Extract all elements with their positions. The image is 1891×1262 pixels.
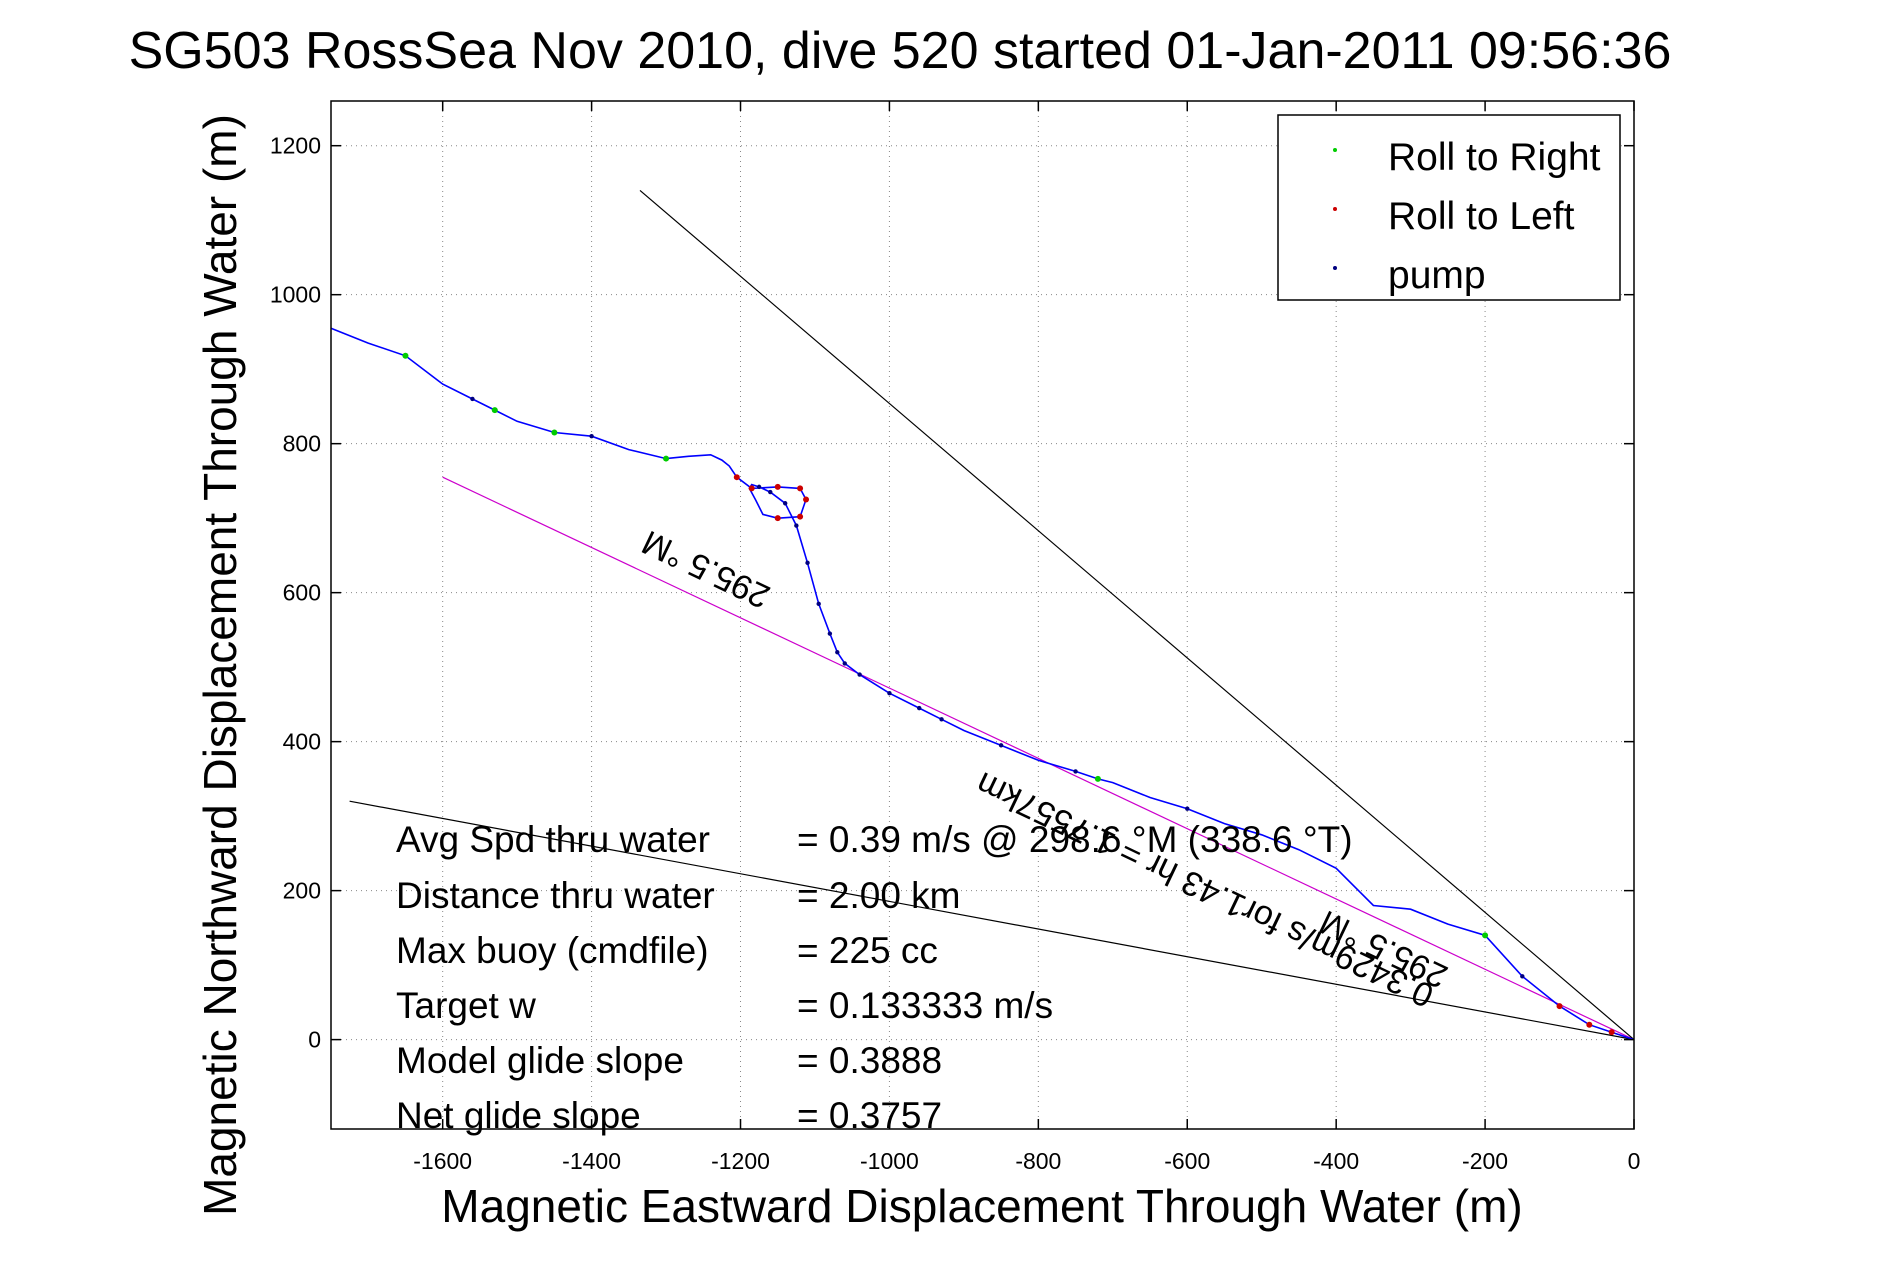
- pump-marker: [805, 560, 810, 566]
- roll-left-marker: [774, 483, 781, 490]
- pump-marker: [589, 434, 594, 439]
- pump-marker: [782, 501, 788, 506]
- stat-value-avg-speed: = 0.39 m/s @ 298.6 °M (338.6 °T): [797, 819, 1353, 860]
- pump-marker: [1520, 974, 1525, 979]
- reference-lines: [349, 189, 1635, 1041]
- pump-marker: [1185, 806, 1190, 811]
- axis-ticks: -1600 -1400 -1200 -1000 -800 -600 -400 -200 0 0 20…: [270, 101, 1641, 1174]
- x-tick-label: -400: [1313, 1148, 1359, 1174]
- y-tick-label: 1200: [270, 133, 321, 159]
- legend-label-pump: pump: [1388, 254, 1486, 297]
- annotation-text: 0.3429m/s for1.43 hr = 1.7557km: [970, 764, 1439, 1014]
- stat-label-max-buoy: Max buoy (cmdfile): [396, 930, 709, 971]
- x-tick-label: -800: [1015, 1148, 1061, 1174]
- pump-marker: [842, 661, 847, 666]
- stat-label-net-glide: Net glide slope: [396, 1095, 641, 1136]
- x-tick-label: -1200: [711, 1148, 770, 1174]
- stats-block: Avg Spd thru water = 0.39 m/s @ 298.6 °M…: [396, 819, 1353, 1136]
- roll-left-marker: [797, 513, 804, 520]
- y-tick-label: 1000: [270, 282, 321, 308]
- stat-label-target-w: Target w: [396, 985, 536, 1026]
- roll-right-marker: [1094, 775, 1101, 782]
- roll-left-marker: [1556, 1003, 1563, 1010]
- pump-marker: [1073, 769, 1078, 774]
- roll-right-marker: [1482, 932, 1489, 939]
- plot-frame: [330, 100, 1635, 1130]
- x-tick-label: -1400: [562, 1148, 621, 1174]
- legend-label-roll-right: Roll to Right: [1388, 136, 1601, 179]
- roll-left-marker: [803, 496, 810, 503]
- pump-marker: [756, 484, 762, 490]
- pump-marker: [816, 601, 821, 607]
- markers: [402, 352, 1615, 1036]
- roll-left-marker: [774, 515, 781, 522]
- roll-left-marker: [797, 485, 804, 492]
- x-axis-label: Magnetic Eastward Displacement Through W…: [441, 1180, 1522, 1232]
- y-tick-label: 200: [283, 878, 321, 904]
- pump-marker: [857, 672, 862, 677]
- y-tick-label: 600: [283, 580, 321, 606]
- stat-value-distance: = 2.00 km: [797, 875, 961, 916]
- roll-left-marker: [1586, 1021, 1593, 1028]
- roll-right-marker: [663, 455, 670, 462]
- annotations: 295.5 °M0.3429m/s for1.43 hr = 1.7557km2…: [636, 523, 1453, 1015]
- stat-value-target-w: = 0.133333 m/s: [797, 985, 1053, 1026]
- stat-value-model-glide: = 0.3888: [797, 1040, 942, 1081]
- stat-value-max-buoy: = 225 cc: [797, 930, 938, 971]
- pump-marker: [835, 650, 840, 655]
- stat-label-distance: Distance thru water: [396, 875, 715, 916]
- y-tick-label: 400: [283, 729, 321, 755]
- stat-label-avg-speed: Avg Spd thru water: [396, 819, 710, 860]
- y-tick-label: 800: [283, 431, 321, 457]
- reference-line: [349, 800, 1635, 1041]
- roll-right-marker: [551, 429, 558, 436]
- x-tick-label: -1600: [413, 1148, 472, 1174]
- roll-left-marker: [748, 485, 755, 492]
- track-lines: [330, 327, 1635, 1041]
- roll-right-marker: [491, 407, 498, 414]
- legend-marker-roll-right: [1333, 148, 1337, 152]
- stat-label-model-glide: Model glide slope: [396, 1040, 684, 1081]
- glider-track-line: [330, 327, 1635, 1041]
- x-tick-label: -1000: [860, 1148, 919, 1174]
- legend-label-roll-left: Roll to Left: [1388, 195, 1575, 238]
- chart-title: SG503 RossSea Nov 2010, dive 520 started…: [129, 22, 1672, 80]
- pump-marker: [887, 691, 892, 696]
- pump-marker: [768, 489, 773, 495]
- pump-marker: [827, 631, 833, 636]
- pump-marker: [794, 523, 799, 528]
- mean-heading-line: [442, 476, 1635, 1041]
- roll-right-marker: [402, 352, 409, 359]
- reference-line: [639, 189, 1635, 1041]
- roll-left-marker: [1608, 1029, 1615, 1036]
- legend: Roll to Right Roll to Left pump: [1277, 114, 1621, 301]
- x-tick-label: 0: [1628, 1148, 1641, 1174]
- y-tick-label: 0: [308, 1027, 321, 1053]
- roll-left-marker: [733, 474, 740, 481]
- legend-marker-roll-left: [1333, 207, 1337, 211]
- pump-marker: [470, 396, 475, 402]
- x-tick-label: -600: [1164, 1148, 1210, 1174]
- x-tick-label: -200: [1462, 1148, 1508, 1174]
- pump-marker: [917, 705, 922, 711]
- pump-marker: [998, 743, 1004, 748]
- y-axis-label: Magnetic Northward Displacement Through …: [194, 114, 246, 1216]
- legend-marker-pump: [1333, 266, 1337, 270]
- pump-marker: [939, 717, 944, 722]
- stat-value-net-glide: = 0.3757: [797, 1095, 942, 1136]
